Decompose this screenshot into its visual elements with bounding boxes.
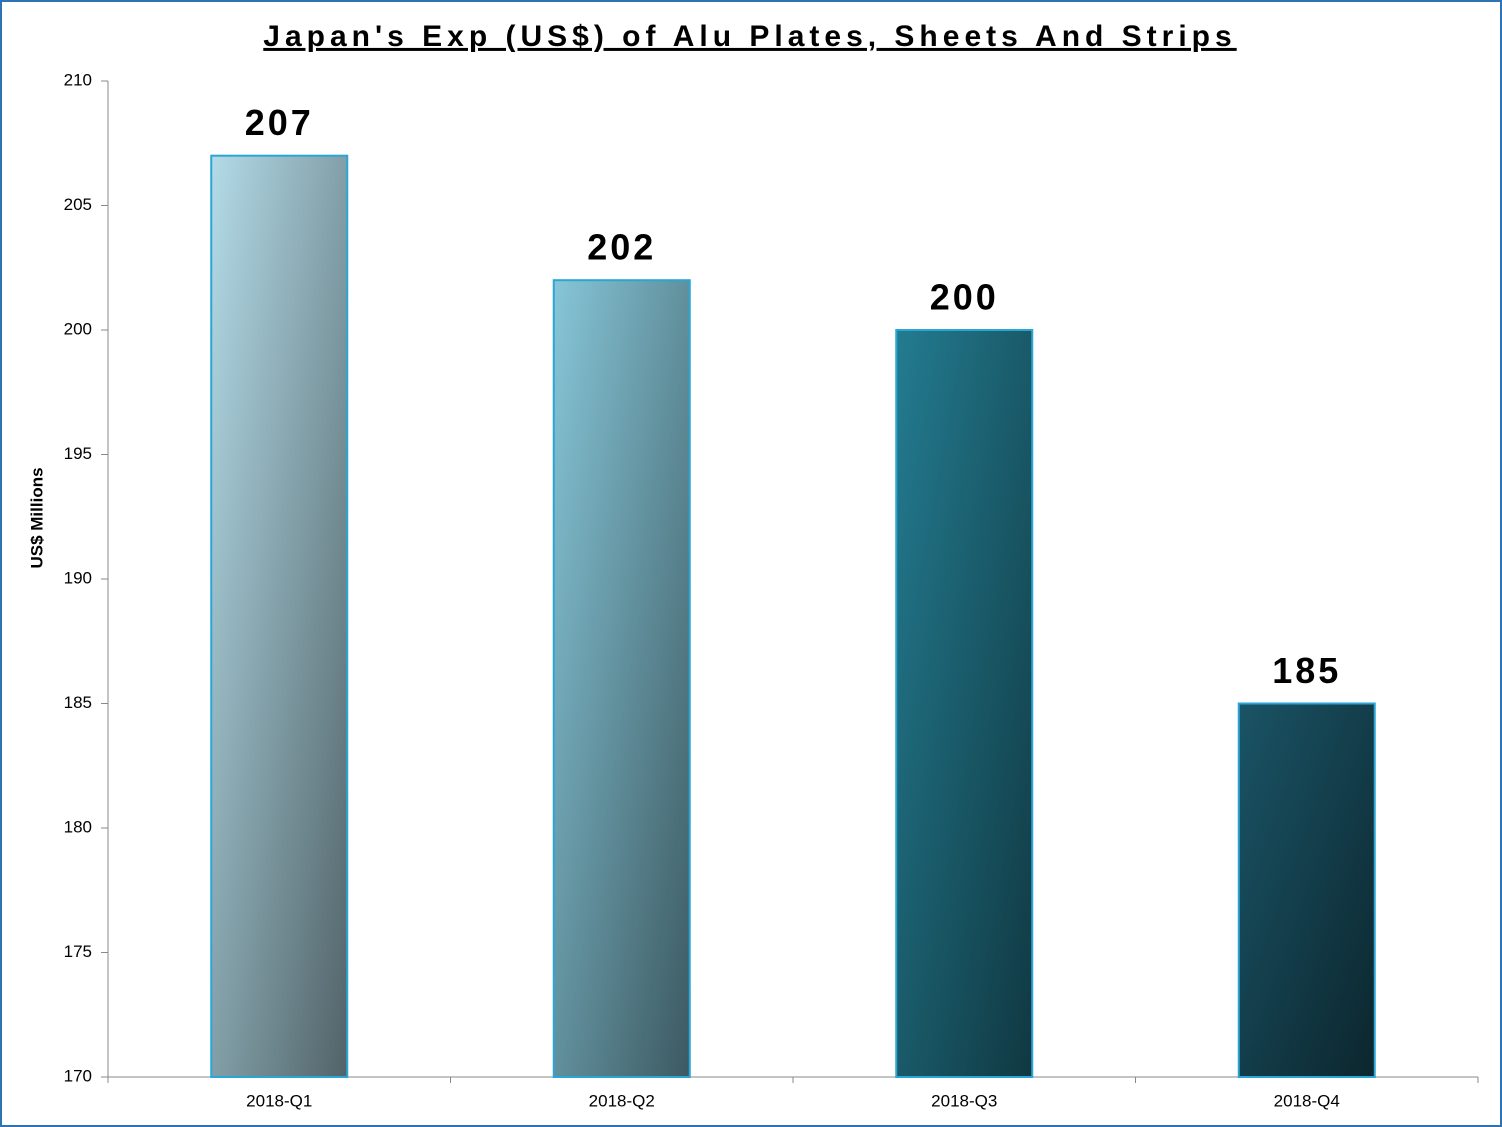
bar (1237, 702, 1376, 1078)
data-label: 185 (1272, 650, 1341, 691)
y-tick-label: 195 (64, 444, 92, 463)
data-label: 207 (245, 102, 314, 143)
x-tick-label: 2018-Q2 (589, 1091, 655, 1110)
y-tick-label: 175 (64, 942, 92, 961)
chart-title: Japan's Exp (US$) of Alu Plates, Sheets … (263, 20, 1236, 53)
x-tick-label: 2018-Q4 (1274, 1091, 1340, 1110)
x-tick-label: 2018-Q3 (931, 1091, 997, 1110)
data-label: 200 (930, 277, 999, 318)
y-tick-label: 190 (64, 568, 92, 587)
y-tick-label: 205 (64, 195, 92, 214)
y-tick-label: 180 (64, 817, 92, 836)
y-tick-label: 200 (64, 319, 92, 338)
x-tick-label: 2018-Q1 (246, 1091, 312, 1110)
y-axis-label: US$ Millions (27, 467, 46, 568)
bar (895, 329, 1034, 1078)
y-tick-label: 185 (64, 693, 92, 712)
bar (552, 279, 691, 1078)
y-tick-label: 210 (64, 70, 92, 89)
data-label: 202 (587, 227, 656, 268)
y-tick-label: 170 (64, 1066, 92, 1085)
bar (210, 154, 349, 1078)
